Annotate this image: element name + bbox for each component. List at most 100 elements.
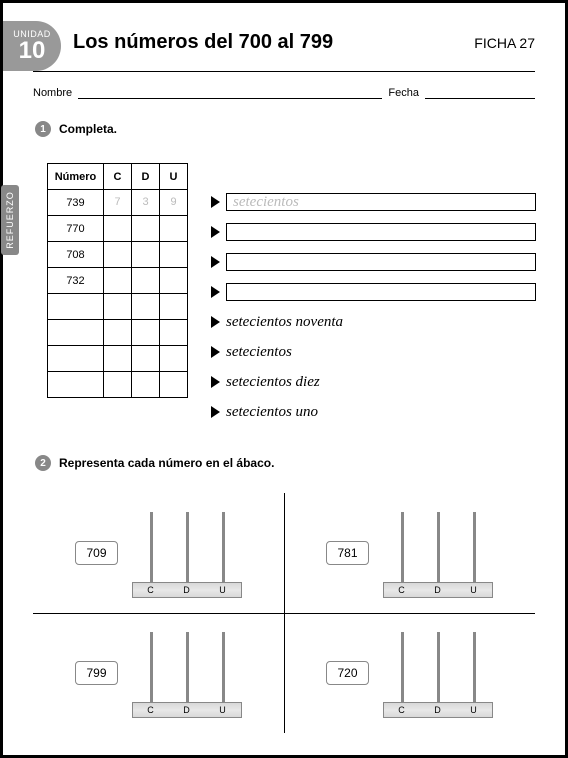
cell[interactable] (160, 268, 188, 294)
abacus-quadrant: 709 CDU (33, 493, 284, 613)
abacus-col-u: U (470, 705, 477, 715)
cell[interactable] (132, 320, 160, 346)
word-box[interactable] (226, 223, 536, 241)
cell[interactable] (104, 320, 132, 346)
cell[interactable]: 739 (48, 190, 104, 216)
abacus-base: CDU (383, 702, 493, 718)
name-input-line[interactable] (78, 85, 382, 99)
triangle-icon (211, 376, 220, 388)
abacus-rod (437, 512, 440, 582)
word-column: setecientos setecientos noventa setecien… (211, 189, 536, 425)
number-table: Número C D U 739739 770 708 732 (47, 163, 188, 398)
word-box[interactable] (226, 283, 536, 301)
name-date-row: Nombre Fecha (33, 85, 535, 99)
table-row (48, 320, 188, 346)
col-d: D (132, 164, 160, 190)
triangle-icon (211, 196, 220, 208)
cell[interactable]: 9 (160, 190, 188, 216)
date-label: Fecha (388, 87, 419, 99)
word-box[interactable] (226, 253, 536, 271)
unit-badge: UNIDAD 10 (3, 21, 61, 71)
unit-number: 10 (19, 39, 46, 63)
cell[interactable] (160, 216, 188, 242)
cell[interactable]: 732 (48, 268, 104, 294)
cell[interactable] (48, 320, 104, 346)
number-table-wrap: Número C D U 739739 770 708 732 (47, 163, 188, 398)
abacus-col-u: U (219, 585, 226, 595)
abacus-quadrant: 799 CDU (33, 613, 284, 733)
abacus-rod (150, 632, 153, 702)
cell[interactable] (48, 294, 104, 320)
abacus-rod (186, 632, 189, 702)
cell[interactable]: 3 (132, 190, 160, 216)
cell[interactable] (104, 268, 132, 294)
triangle-icon (211, 316, 220, 328)
cell[interactable] (132, 242, 160, 268)
abacus-area: 709 CDU 781 CDU 799 CDU 720 CDU (33, 493, 535, 733)
cell[interactable]: 770 (48, 216, 104, 242)
abacus-base: CDU (132, 702, 242, 718)
word-box[interactable]: setecientos (226, 193, 536, 211)
table-row: 770 (48, 216, 188, 242)
cell[interactable] (104, 216, 132, 242)
abacus[interactable]: CDU (383, 628, 493, 718)
word-text: setecientos diez (226, 374, 320, 391)
table-row (48, 294, 188, 320)
exercise-2-header: 2 Representa cada número en el ábaco. (35, 455, 274, 471)
abacus-col-d: D (183, 705, 190, 715)
abacus[interactable]: CDU (132, 628, 242, 718)
abacus-rod (473, 632, 476, 702)
abacus-number: 720 (326, 661, 368, 685)
cell[interactable] (132, 294, 160, 320)
cell[interactable] (132, 372, 160, 398)
cell[interactable] (132, 216, 160, 242)
col-c: C (104, 164, 132, 190)
cell[interactable] (160, 372, 188, 398)
abacus-base: CDU (132, 582, 242, 598)
triangle-icon (211, 256, 220, 268)
cell[interactable]: 7 (104, 190, 132, 216)
abacus[interactable]: CDU (383, 508, 493, 598)
table-row (48, 346, 188, 372)
word-row: setecientos diez (211, 369, 536, 395)
abacus-rod (401, 632, 404, 702)
refuerzo-tab: REFUERZO (1, 185, 19, 255)
table-row: 708 (48, 242, 188, 268)
cell[interactable] (104, 294, 132, 320)
cell[interactable] (104, 242, 132, 268)
exercise-1-text: Completa. (59, 122, 117, 136)
abacus-quadrant: 720 CDU (284, 613, 535, 733)
abacus-col-c: C (147, 585, 154, 595)
triangle-icon (211, 346, 220, 358)
cell[interactable] (132, 268, 160, 294)
abacus-col-u: U (470, 585, 477, 595)
table-row: 732 (48, 268, 188, 294)
date-input-line[interactable] (425, 85, 535, 99)
ficha-label: FICHA 27 (474, 35, 535, 51)
header-rule (33, 71, 535, 72)
abacus[interactable]: CDU (132, 508, 242, 598)
cell[interactable] (160, 320, 188, 346)
abacus-quadrant: 781 CDU (284, 493, 535, 613)
abacus-number: 799 (75, 661, 117, 685)
cell[interactable] (48, 346, 104, 372)
abacus-col-c: C (398, 585, 405, 595)
cell[interactable] (160, 242, 188, 268)
exercise-2-text: Representa cada número en el ábaco. (59, 456, 274, 470)
cell[interactable] (48, 372, 104, 398)
cell[interactable]: 708 (48, 242, 104, 268)
cell[interactable] (160, 346, 188, 372)
cell[interactable] (160, 294, 188, 320)
abacus-rod (222, 512, 225, 582)
word-text: setecientos (226, 344, 292, 361)
col-numero: Número (48, 164, 104, 190)
cell[interactable] (104, 372, 132, 398)
abacus-col-c: C (398, 705, 405, 715)
col-u: U (160, 164, 188, 190)
word-row (211, 279, 536, 305)
triangle-icon (211, 226, 220, 238)
word-text: setecientos noventa (226, 314, 343, 331)
abacus-col-d: D (183, 585, 190, 595)
cell[interactable] (104, 346, 132, 372)
cell[interactable] (132, 346, 160, 372)
